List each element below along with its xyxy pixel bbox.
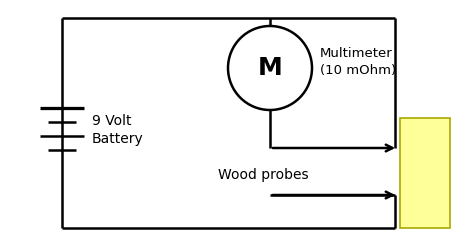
Circle shape: [228, 26, 312, 110]
Text: Wood probes: Wood probes: [218, 168, 309, 182]
Text: Multimeter
(10 mOhm): Multimeter (10 mOhm): [320, 47, 396, 77]
Text: M: M: [258, 56, 283, 80]
Text: 9 Volt
Battery: 9 Volt Battery: [92, 114, 144, 146]
Bar: [400, 118, 450, 228]
